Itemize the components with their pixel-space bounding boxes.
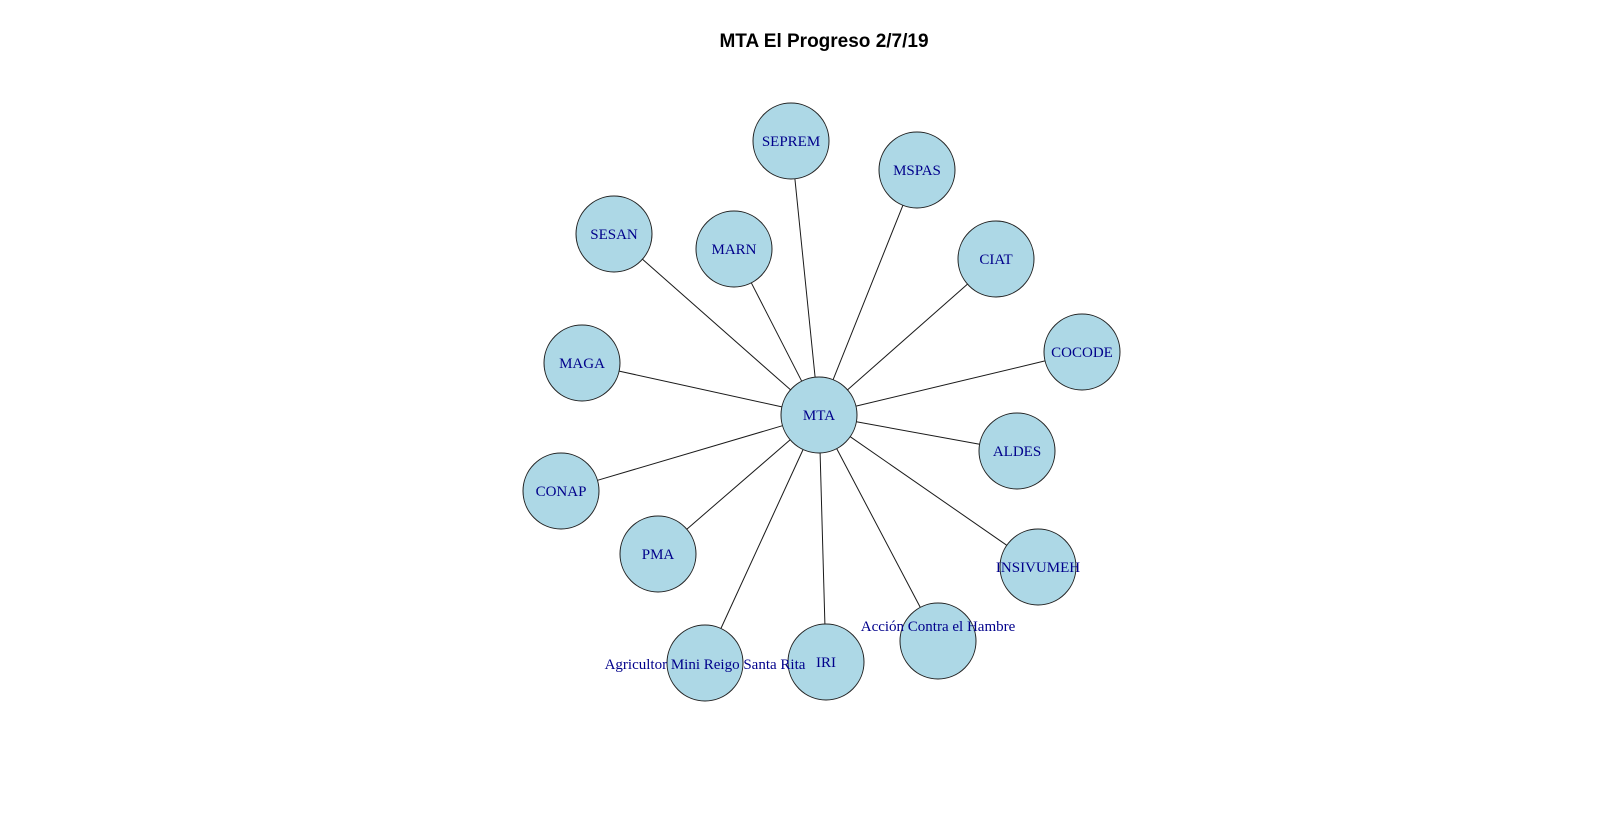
- edge-mta-seprem: [794, 178, 816, 378]
- node-circle: [787, 623, 865, 701]
- node-label: MTA: [803, 408, 835, 424]
- node-label: MAGA: [559, 356, 605, 372]
- edge-mta-mspas: [832, 205, 904, 380]
- node-label: CONAP: [536, 484, 587, 500]
- node-circle: [543, 324, 621, 402]
- edge-mta-ciat: [847, 283, 968, 391]
- diagram-title: MTA El Progreso 2/7/19: [719, 31, 928, 52]
- edge-mta-agricultor-mini-reigo-santa-rita: [720, 449, 804, 629]
- node-insivumeh: INSIVUMEH: [996, 528, 1080, 606]
- node-cocode: COCODE: [1043, 313, 1121, 391]
- node-conap: CONAP: [522, 452, 600, 530]
- node-label: MARN: [711, 242, 756, 258]
- edge-mta-marn: [750, 282, 803, 382]
- node-seprem: SEPREM: [752, 102, 830, 180]
- node-marn: MARN: [695, 210, 773, 288]
- node-circle: [752, 102, 830, 180]
- node-circle: [957, 220, 1035, 298]
- node-circle: [999, 528, 1077, 606]
- node-circle: [1043, 313, 1121, 391]
- node-layer: MTA SEPREM MSPAS CIAT COCODE ALDES INSIVUMEH Ac…: [522, 102, 1121, 702]
- node-accion-contra-el-hambre: Acción Contra el Hambre: [861, 602, 1016, 680]
- edge-mta-aldes: [856, 421, 980, 445]
- edge-mta-insivumeh: [849, 436, 1008, 546]
- edge-mta-maga: [618, 370, 783, 408]
- node-aldes: ALDES: [978, 412, 1056, 490]
- node-iri: IRI: [787, 623, 865, 701]
- node-sesan: SESAN: [575, 195, 653, 273]
- node-circle: [619, 515, 697, 593]
- node-circle: [878, 131, 956, 209]
- node-label: MSPAS: [893, 163, 941, 179]
- node-mta: MTA: [780, 376, 858, 454]
- node-label: ALDES: [993, 444, 1041, 460]
- node-label: COCODE: [1051, 345, 1113, 361]
- node-circle: [666, 624, 744, 702]
- node-circle: [899, 602, 977, 680]
- node-pma: PMA: [619, 515, 697, 593]
- node-label: INSIVUMEH: [996, 560, 1080, 576]
- node-label: Agricultor Mini Reigo Santa Rita: [605, 657, 806, 673]
- node-maga: MAGA: [543, 324, 621, 402]
- node-label: IRI: [816, 655, 836, 671]
- edge-mta-pma: [686, 439, 791, 530]
- node-circle: [695, 210, 773, 288]
- edge-mta-sesan: [642, 258, 791, 391]
- node-label: SEPREM: [762, 134, 820, 150]
- node-circle: [978, 412, 1056, 490]
- edge-mta-cocode: [855, 360, 1046, 407]
- node-label: CIAT: [979, 252, 1012, 268]
- edge-layer: [597, 178, 1046, 629]
- node-label: SESAN: [590, 227, 638, 243]
- node-circle: [780, 376, 858, 454]
- node-circle: [575, 195, 653, 273]
- edge-mta-conap: [597, 425, 783, 481]
- node-label: Acción Contra el Hambre: [861, 619, 1016, 635]
- edge-mta-accion-contra-el-hambre: [836, 448, 921, 608]
- node-agricultor-mini-reigo-santa-rita: Agricultor Mini Reigo Santa Rita: [605, 624, 806, 702]
- node-ciat: CIAT: [957, 220, 1035, 298]
- node-label: PMA: [642, 547, 675, 563]
- edge-mta-iri: [819, 452, 826, 625]
- node-mspas: MSPAS: [878, 131, 956, 209]
- node-circle: [522, 452, 600, 530]
